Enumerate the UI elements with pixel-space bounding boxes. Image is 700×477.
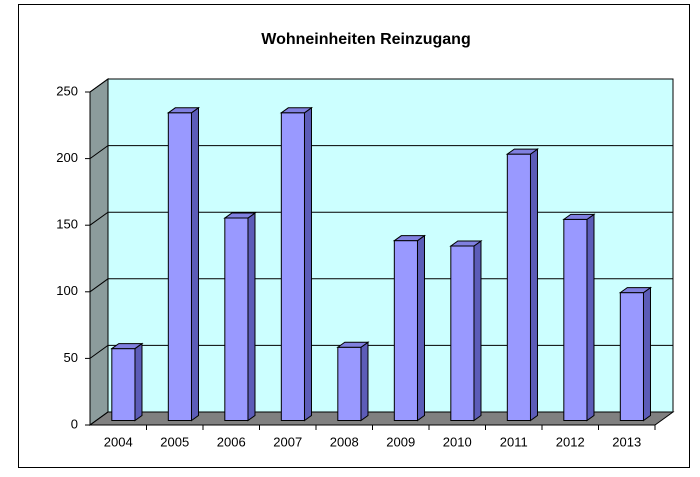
bar-side [642, 286, 651, 422]
y-tick-label: 0 [71, 416, 78, 431]
bar-front [393, 240, 418, 421]
x-tick-label: 2012 [556, 434, 585, 449]
bar [449, 240, 483, 422]
bar-top [618, 287, 653, 294]
bar-front [619, 292, 644, 421]
bar-side [190, 106, 199, 422]
x-tick-label: 2008 [330, 434, 359, 449]
y-tick-label: 250 [56, 83, 78, 98]
bar-top [392, 235, 427, 242]
x-tick-label: 2005 [160, 434, 189, 449]
bar-top [505, 148, 540, 155]
bar [392, 234, 427, 422]
bar [562, 213, 596, 422]
x-tick-label: 2009 [386, 434, 415, 449]
x-tick-label: 2010 [443, 434, 472, 449]
grid-line [89, 211, 673, 226]
bar-top [110, 343, 144, 350]
bar-front [563, 218, 588, 421]
bar-front [167, 112, 192, 421]
bar-front [450, 245, 475, 421]
bar-side [247, 212, 256, 422]
bar-side [416, 234, 425, 422]
y-tick-label: 100 [56, 283, 78, 298]
grid-line [89, 344, 673, 359]
bar-front [111, 348, 136, 421]
bar-top [223, 212, 257, 219]
y-tick-label: 50 [64, 350, 78, 365]
bar-side [473, 240, 482, 422]
x-tick-label: 2006 [217, 434, 246, 449]
x-tick-label: 2007 [273, 434, 302, 449]
side-wall [89, 78, 109, 426]
plot-area: 0 50 100 150 200 250 2004 2005 2006 2007 2008 2009 2… [56, 78, 675, 449]
grid-line [89, 411, 673, 426]
bar-side [360, 341, 369, 422]
bar-front [224, 217, 249, 421]
bar-side [586, 213, 595, 422]
bar [223, 212, 257, 422]
bar [505, 148, 540, 422]
bar [336, 341, 370, 422]
bar-top [449, 240, 483, 247]
bar-front [280, 112, 305, 421]
bar-top [562, 213, 596, 220]
grid-line [89, 145, 673, 160]
bar-side [303, 106, 312, 422]
bar-side [529, 148, 538, 422]
bar-front [337, 346, 362, 421]
y-tick-label: 200 [56, 150, 78, 165]
bar-front [506, 153, 531, 421]
bar [166, 106, 201, 422]
chart-title: Wohneinheiten Reinzugang [261, 31, 470, 48]
bar-top [166, 107, 201, 114]
grid-line [89, 278, 673, 293]
bar [279, 106, 314, 422]
bar-side [134, 342, 143, 422]
bar-top [279, 107, 314, 114]
y-tick-label: 150 [56, 217, 78, 232]
bar-top [336, 341, 370, 348]
x-tick-label: 2011 [500, 434, 528, 449]
x-tick-label: 2013 [612, 434, 641, 449]
grid-line [89, 78, 673, 93]
bar [618, 286, 653, 422]
bar [110, 342, 144, 422]
x-tick-label: 2004 [104, 434, 133, 449]
